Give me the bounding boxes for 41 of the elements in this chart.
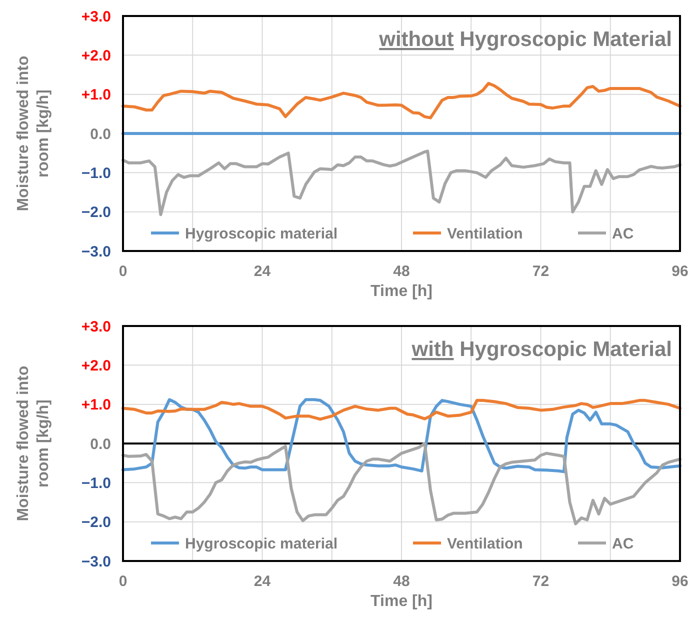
x-tick-label: 24 [254,573,272,590]
line-series [122,442,682,526]
y-tick-label: 0.0 [90,126,111,143]
legend-label: Ventilation [447,225,523,242]
x-tick-label: 96 [672,263,688,280]
y-tick-label: +1.0 [81,396,111,414]
legend-label: AC [612,535,634,552]
y-tick-label: +1.0 [81,86,111,104]
y-tick-label: +2.0 [81,357,111,374]
x-tick-label: 48 [393,263,410,280]
y-tick-label: −2.0 [81,204,111,222]
y-tick-label: −3.0 [81,553,111,570]
legend-label: Ventilation [447,535,523,552]
text: with Hygroscopic Material [410,338,672,361]
legend-label: Hygroscopic material [185,535,338,552]
x-axis-title: Time [h] [370,593,432,610]
line-series [122,398,682,474]
x-tick-label: 72 [532,263,550,280]
y-tick-label: +2.0 [81,47,111,64]
y-tick-label: −1.0 [81,474,111,492]
x-axis-title: Time [h] [370,283,432,300]
x-tick-label: 96 [672,573,688,590]
y-axis-title: Moisture flowed into room [kg/h] [15,366,52,522]
line-series [122,150,682,216]
x-tick-label: 0 [118,573,128,590]
text: without Hygroscopic Material [378,28,672,51]
x-tick-label: 0 [118,263,128,280]
x-tick-label: 24 [254,263,272,280]
y-tick-label: −3.0 [81,243,111,260]
line-series [122,82,682,120]
y-tick-label: −2.0 [81,514,111,532]
y-tick-label: −1.0 [81,164,111,182]
y-tick-label: +3.0 [81,318,111,336]
legend-label: Hygroscopic material [185,225,338,242]
y-tick-label: +3.0 [81,8,111,26]
x-tick-label: 72 [532,573,550,590]
y-axis-title: Moisture flowed into room [kg/h] [15,56,52,212]
line-series [122,398,682,421]
legend-label: AC [612,225,634,242]
x-tick-label: 48 [393,573,410,590]
y-tick-label: 0.0 [90,436,111,453]
